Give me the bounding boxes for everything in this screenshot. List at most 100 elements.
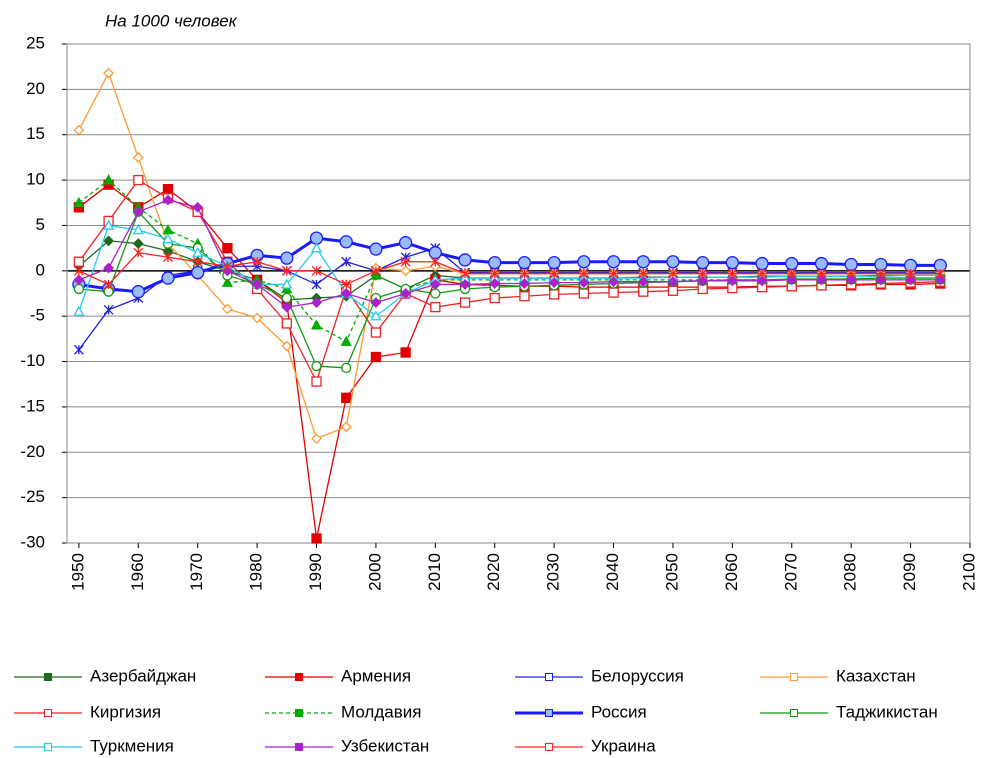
marker [162, 184, 174, 195]
marker [340, 288, 352, 299]
marker [400, 288, 412, 299]
marker [549, 268, 560, 279]
x-tick-label: 2030 [544, 553, 563, 591]
marker [459, 297, 471, 308]
marker [578, 277, 590, 289]
legend-marker [545, 673, 553, 681]
marker [73, 283, 85, 295]
marker [400, 256, 411, 267]
series [73, 174, 946, 387]
line [78, 179, 941, 343]
marker [489, 292, 500, 304]
marker [73, 124, 85, 136]
legend-marker [545, 743, 553, 751]
legend-marker [295, 709, 303, 717]
marker [222, 242, 233, 254]
legend-label: Таджикистан [836, 702, 938, 721]
marker [606, 255, 621, 269]
legend-marker [44, 709, 52, 717]
marker [281, 265, 292, 276]
marker [489, 268, 500, 279]
legend-marker [44, 673, 52, 681]
marker [341, 279, 352, 290]
marker [162, 194, 174, 206]
marker [162, 233, 174, 244]
marker [311, 376, 322, 387]
marker [221, 303, 233, 315]
marker [131, 285, 145, 299]
x-tick-label: 1980 [247, 553, 266, 591]
marker [133, 247, 144, 258]
marker [339, 235, 353, 249]
marker [519, 291, 530, 302]
y-tick-label: -25 [20, 487, 45, 506]
marker [281, 301, 293, 313]
marker [133, 174, 144, 186]
marker [875, 268, 886, 279]
marker [844, 257, 858, 272]
marker [161, 271, 175, 285]
marker [192, 246, 204, 257]
marker [519, 278, 530, 289]
marker [311, 297, 322, 308]
marker [697, 275, 709, 287]
marker [846, 268, 857, 279]
marker [370, 297, 382, 308]
marker [430, 288, 441, 299]
legend-label: Армения [341, 666, 411, 685]
legend-marker [790, 673, 798, 681]
marker [905, 268, 916, 279]
marker [816, 274, 827, 286]
legend-marker [295, 673, 303, 681]
marker [725, 256, 740, 270]
legend-label: Украина [591, 736, 656, 755]
series [73, 247, 946, 290]
y-tick-label: 15 [26, 124, 45, 143]
marker [874, 257, 888, 272]
y-tick-label: 25 [26, 33, 45, 52]
legend-marker [44, 743, 52, 751]
marker [281, 278, 293, 289]
marker [370, 310, 382, 321]
y-tick-label: 10 [26, 170, 45, 189]
marker [430, 301, 441, 313]
legend-marker [790, 709, 798, 717]
legend-label: Туркмения [90, 736, 174, 755]
legend-marker [295, 743, 303, 751]
marker [935, 268, 946, 279]
legend-label: Россия [591, 702, 647, 721]
y-tick-label: -15 [20, 396, 45, 415]
line [78, 210, 941, 369]
x-tick-label: 1970 [187, 553, 206, 591]
marker [251, 312, 263, 324]
marker [547, 256, 561, 270]
marker [132, 206, 144, 218]
line [78, 71, 941, 440]
x-tick-label: 1990 [306, 553, 325, 591]
y-tick-label: 20 [26, 79, 45, 98]
marker [578, 268, 589, 279]
marker [638, 286, 649, 297]
marker [311, 433, 322, 445]
x-tick-label: 2060 [722, 553, 741, 591]
marker [340, 335, 352, 346]
line [78, 199, 941, 308]
marker [638, 268, 649, 279]
marker [191, 265, 205, 280]
x-tick-label: 2040 [603, 553, 622, 591]
legend-marker [545, 709, 553, 717]
marker [517, 256, 532, 270]
chart-subtitle: На 1000 человек [105, 11, 238, 30]
line [78, 179, 941, 384]
x-tick-label: 1960 [128, 553, 147, 591]
marker [519, 268, 530, 279]
x-tick-label: 2080 [841, 553, 860, 591]
marker [608, 276, 619, 288]
marker [400, 347, 411, 358]
series [73, 243, 946, 355]
marker [696, 256, 710, 270]
marker [548, 277, 560, 289]
y-tick-label: 0 [36, 260, 45, 279]
y-tick-label: -10 [20, 351, 45, 370]
marker [103, 262, 115, 274]
